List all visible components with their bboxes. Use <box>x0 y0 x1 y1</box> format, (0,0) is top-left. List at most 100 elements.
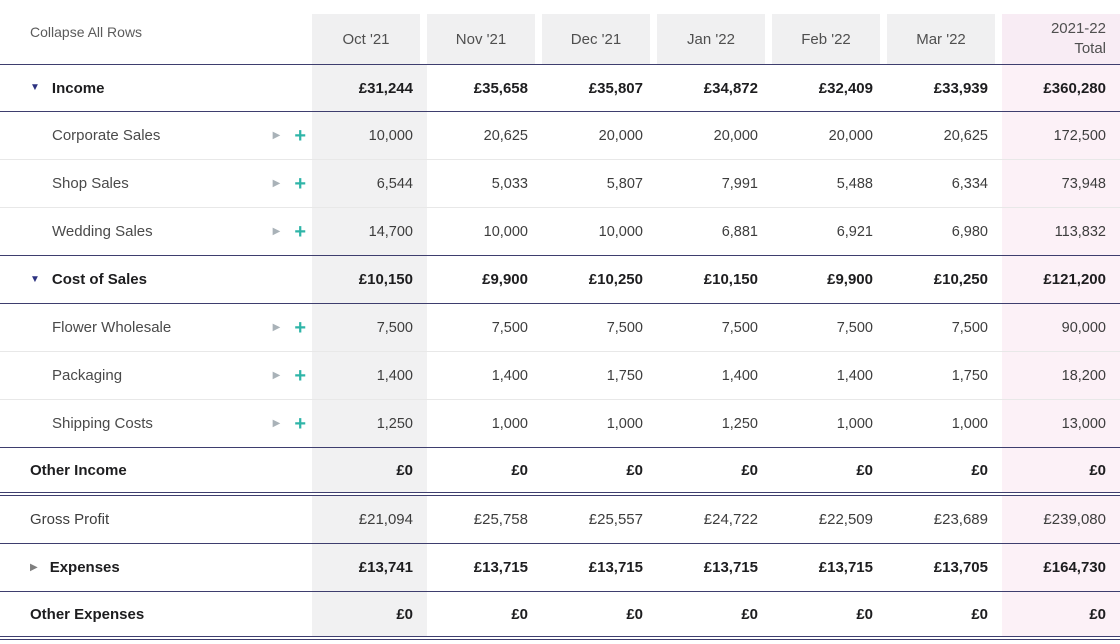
row-corporate-sales: Corporate Sales ▶ +10,000 20,625 20,000 20,00… <box>0 112 1120 160</box>
total-cell: 113,832 <box>1002 208 1120 255</box>
row-label-cell: Corporate Sales ▶ + <box>0 112 312 159</box>
add-row-icon[interactable]: + <box>294 172 306 195</box>
collapse-section-icon[interactable]: ▼ <box>30 82 40 93</box>
total-cell: £0 <box>1002 448 1120 492</box>
collapse-all-rows-button[interactable]: Collapse All Rows <box>30 24 143 40</box>
total-cell: 13,000 <box>1002 400 1120 447</box>
expand-row-icon[interactable]: ▶ <box>272 369 281 381</box>
total-column-header: 2021-22 Total <box>1002 14 1120 64</box>
value-cell[interactable]: 6,544 <box>312 160 427 207</box>
value-cell: £0 <box>511 461 528 479</box>
value-cell[interactable]: 1,400 <box>491 367 528 384</box>
value-cell[interactable]: 20,625 <box>943 127 988 144</box>
row-label: Shipping Costs <box>52 415 153 432</box>
row-label-cell: Packaging ▶ + <box>0 352 312 399</box>
value-cell[interactable]: 20,000 <box>598 127 643 144</box>
value-cell[interactable]: 1,400 <box>721 367 758 384</box>
value-cell[interactable]: 1,000 <box>951 415 988 432</box>
total-cell: 18,200 <box>1002 352 1120 399</box>
value-cell[interactable]: 10,000 <box>312 112 427 159</box>
row-other-income: Other Income £0 £0 £0 £0 £0 £0 £0 <box>0 448 1120 496</box>
value-cell: £34,872 <box>703 79 758 97</box>
row-label-cell: Shipping Costs ▶ + <box>0 400 312 447</box>
value-cell: £9,900 <box>827 271 873 288</box>
value-cell[interactable]: 7,500 <box>606 319 643 336</box>
value-cell[interactable]: 6,980 <box>951 223 988 240</box>
value-cell[interactable]: 20,000 <box>828 127 873 144</box>
total-cell: £121,200 <box>1002 256 1120 303</box>
value-cell[interactable]: 20,000 <box>713 127 758 144</box>
add-row-icon[interactable]: + <box>294 220 306 243</box>
value-cell: £13,715 <box>818 559 873 576</box>
value-cell[interactable]: 1,000 <box>491 415 528 432</box>
value-cell[interactable]: 7,991 <box>721 175 758 192</box>
value-cell[interactable]: 10,000 <box>598 223 643 240</box>
collapse-section-icon[interactable]: ▼ <box>30 273 40 285</box>
row-label: Flower Wholesale <box>52 319 172 336</box>
value-cell[interactable]: 5,488 <box>836 175 873 192</box>
value-cell[interactable]: 1,250 <box>721 415 758 432</box>
total-cell: 73,948 <box>1002 160 1120 207</box>
total-cell: £164,730 <box>1002 544 1120 591</box>
value-cell[interactable]: 7,500 <box>312 304 427 351</box>
value-cell[interactable]: 7,500 <box>836 319 873 336</box>
add-row-icon[interactable]: + <box>294 412 306 435</box>
row-label: Packaging <box>52 367 123 384</box>
value-cell[interactable]: 1,000 <box>606 415 643 432</box>
row-label: Other Income <box>30 461 127 479</box>
value-cell: £13,715 <box>703 559 758 576</box>
value-cell: £0 <box>971 605 988 623</box>
value-cell[interactable]: 6,881 <box>721 223 758 240</box>
value-cell[interactable]: 14,700 <box>312 208 427 255</box>
row-shipping-costs: Shipping Costs ▶ +1,250 1,000 1,000 1,250 1,00… <box>0 400 1120 448</box>
value-cell[interactable]: 1,400 <box>312 352 427 399</box>
expand-row-icon[interactable]: ▶ <box>272 129 281 141</box>
value-cell: £13,741 <box>312 544 427 591</box>
value-cell[interactable]: 7,500 <box>951 319 988 336</box>
value-cell: £10,150 <box>312 256 427 303</box>
expand-section-icon[interactable]: ▶ <box>30 561 38 573</box>
value-cell[interactable]: 5,807 <box>606 175 643 192</box>
column-header: Mar '22 <box>887 14 1002 64</box>
total-cell: 90,000 <box>1002 304 1120 351</box>
row-other-expenses: Other Expenses £0 £0 £0 £0 £0 £0 £0 <box>0 592 1120 640</box>
row-label-cell: Shop Sales ▶ + <box>0 160 312 207</box>
add-row-icon[interactable]: + <box>294 316 306 339</box>
expand-row-icon[interactable]: ▶ <box>272 417 281 429</box>
value-cell[interactable]: 1,400 <box>836 367 873 384</box>
expand-row-icon[interactable]: ▶ <box>272 225 281 237</box>
value-cell: £0 <box>856 461 873 479</box>
value-cell[interactable]: 7,500 <box>491 319 528 336</box>
value-cell: £0 <box>312 448 427 492</box>
value-cell[interactable]: 20,625 <box>483 127 528 144</box>
row-label-cell: Other Expenses <box>0 592 312 636</box>
value-cell: £10,250 <box>588 271 643 288</box>
row-label: Shop Sales <box>52 175 129 192</box>
value-cell[interactable]: 1,750 <box>951 367 988 384</box>
value-cell[interactable]: 1,000 <box>836 415 873 432</box>
value-cell: £25,557 <box>588 511 643 528</box>
value-cell[interactable]: 6,334 <box>951 175 988 192</box>
value-cell[interactable]: 5,033 <box>491 175 528 192</box>
value-cell: £24,722 <box>703 511 758 528</box>
add-row-icon[interactable]: + <box>294 364 306 387</box>
value-cell[interactable]: 10,000 <box>483 223 528 240</box>
expand-row-icon[interactable]: ▶ <box>272 177 281 189</box>
value-cell[interactable]: 1,750 <box>606 367 643 384</box>
row-label-cell: Flower Wholesale ▶ + <box>0 304 312 351</box>
total-cell: £0 <box>1002 592 1120 636</box>
add-row-icon[interactable]: + <box>294 124 306 147</box>
row-label-cell: Other Income <box>0 448 312 492</box>
value-cell[interactable]: 1,250 <box>312 400 427 447</box>
row-label: Income <box>51 79 105 97</box>
value-cell[interactable]: 6,921 <box>836 223 873 240</box>
value-cell: £35,807 <box>588 79 643 97</box>
value-cell: £13,715 <box>473 559 528 576</box>
value-cell: £13,705 <box>933 559 988 576</box>
total-cell: £239,080 <box>1002 496 1120 543</box>
value-cell: £0 <box>856 605 873 623</box>
column-header: Feb '22 <box>772 14 887 64</box>
value-cell[interactable]: 7,500 <box>721 319 758 336</box>
expand-row-icon[interactable]: ▶ <box>272 321 281 333</box>
